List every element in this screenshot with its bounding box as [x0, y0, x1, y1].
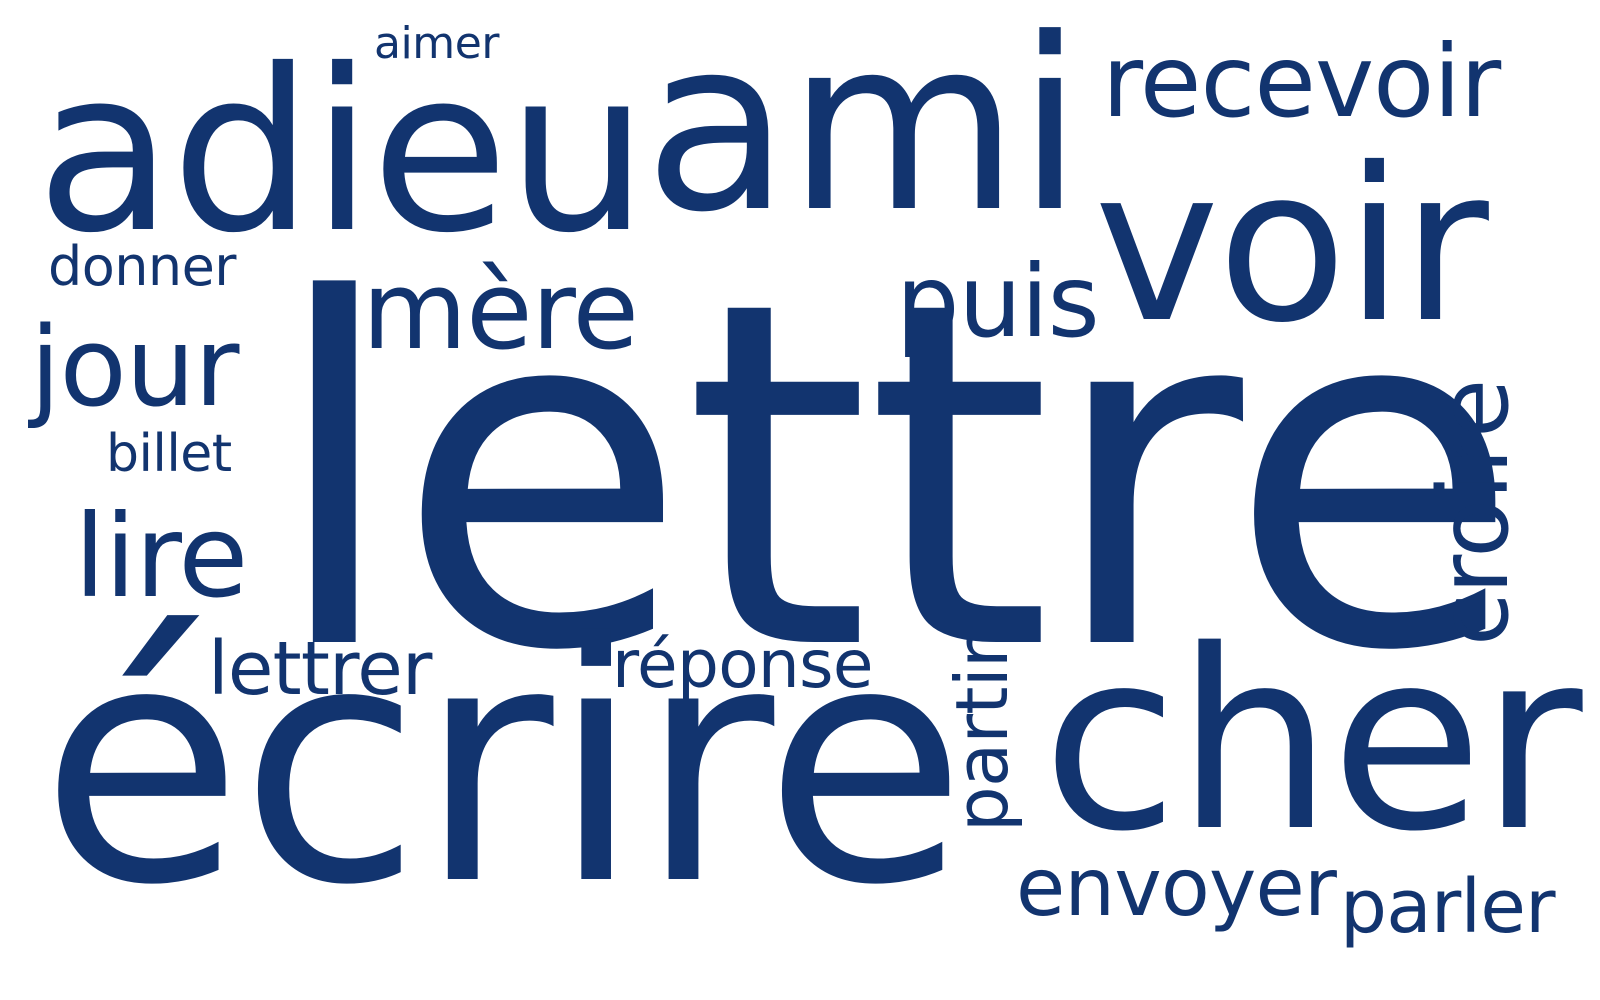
word-ami: ami [644, 0, 1083, 265]
word-lettrer: lettrer [208, 626, 432, 712]
word-adieu: adieu [36, 21, 649, 282]
word-aimer: aimer [374, 18, 500, 69]
word-reponse: réponse [612, 626, 873, 703]
word-ecrire: écrire [40, 573, 967, 957]
word-puis: puis [896, 243, 1100, 360]
word-donner: donner [48, 235, 236, 298]
word-lettre: lettre [268, 201, 1521, 755]
word-recevoir: recevoir [1102, 23, 1501, 140]
word-parler: parler [1340, 864, 1556, 950]
word-lire: lire [74, 490, 248, 623]
word-jour: jour [30, 303, 240, 431]
word-voir: voir [1094, 122, 1489, 369]
word-envoyer: envoyer [1016, 841, 1337, 934]
word-mere: mère [362, 249, 639, 374]
word-billet: billet [106, 424, 232, 484]
word-cher: cher [1042, 598, 1583, 886]
